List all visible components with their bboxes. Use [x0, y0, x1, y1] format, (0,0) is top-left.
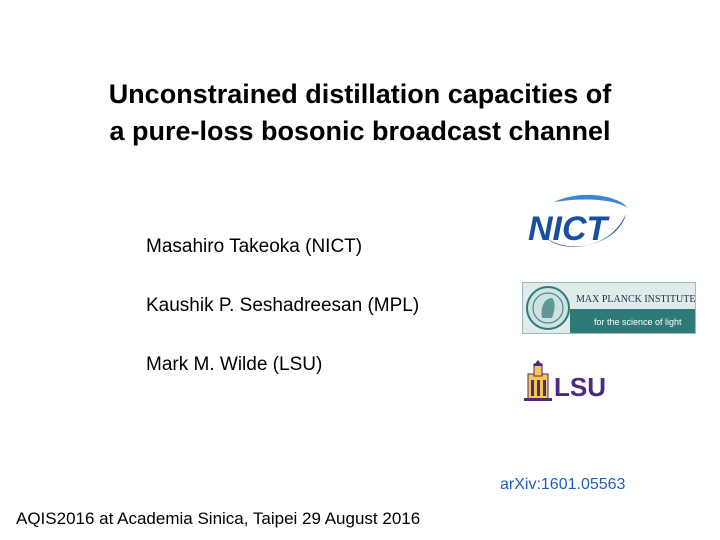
author-1: Masahiro Takeoka (NICT): [146, 236, 363, 257]
mpl-logo-text-1: MAX PLANCK INSTITUTE: [576, 294, 695, 305]
slide-title: Unconstrained distillation capacities of…: [20, 76, 700, 150]
title-line-2: a pure-loss bosonic broadcast channel: [109, 116, 611, 146]
lsu-logo-text: LSU: [554, 372, 606, 402]
max-planck-logo-icon: MAX PLANCK INSTITUTE for the science of …: [522, 282, 696, 334]
nict-logo-text: NICT: [528, 210, 611, 248]
author-3: Mark M. Wilde (LSU): [146, 354, 323, 375]
footer-text: AQIS2016 at Academia Sinica, Taipei 29 A…: [16, 509, 421, 528]
mpl-logo-text-2: for the science of light: [594, 317, 682, 327]
lsu-logo-icon: LSU: [524, 360, 606, 402]
title-line-1: Unconstrained distillation capacities of: [108, 79, 612, 109]
arxiv-link[interactable]: arXiv:1601.05563: [500, 476, 626, 493]
nict-logo-icon: NICT: [528, 194, 628, 248]
author-2: Kaushik P. Seshadreesan (MPL): [146, 295, 420, 316]
